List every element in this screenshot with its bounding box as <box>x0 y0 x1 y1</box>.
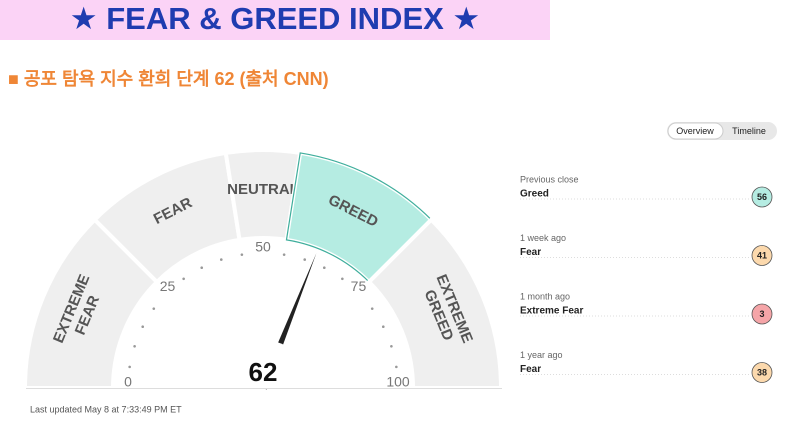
value-badge <box>751 245 773 266</box>
value: 56 <box>757 192 767 202</box>
tick-dot <box>182 277 185 281</box>
period: 1 week ago <box>520 233 566 243</box>
gauge: EXTREMEFEARFEARNEUTRALGREEDEXTREMEGREED0… <box>22 148 504 390</box>
tick-dot <box>395 365 398 369</box>
band-label: NEUTRAL <box>227 181 299 198</box>
value: 3 <box>759 309 764 319</box>
rating: Greed <box>520 189 549 200</box>
title: ★ FEAR & GREED INDEX ★ <box>70 1 480 36</box>
gauge-band <box>366 216 504 390</box>
gauge-value: 62 <box>249 357 278 387</box>
rating: Fear <box>520 364 541 375</box>
tick-label: 100 <box>386 374 410 390</box>
tick-label: 0 <box>124 374 132 390</box>
tick-label: 25 <box>160 278 176 294</box>
value: 41 <box>757 250 767 260</box>
tick-dot <box>240 253 244 256</box>
history: Previous close Greed 56 1 week ago Fear 41 1 m… <box>520 174 773 383</box>
value-badge <box>751 303 773 325</box>
tick-label: 50 <box>255 239 271 255</box>
tick-dot <box>341 277 344 281</box>
tab-active[interactable] <box>667 122 724 140</box>
tick-dot <box>219 258 223 261</box>
tick-dot <box>133 344 136 348</box>
tick-dot <box>128 365 131 369</box>
tick-dot <box>322 266 326 270</box>
tick-dot <box>282 253 286 256</box>
tick-dot <box>390 344 393 348</box>
subtitle: ■ 공포 탐욕 지수 환희 단계 62 (출처 CNN) <box>8 68 329 89</box>
center-disc <box>215 340 311 388</box>
value: 38 <box>757 367 767 377</box>
last-updated: Last updated May 8 at 7:33:49 PM ET <box>30 404 182 414</box>
rating: Fear <box>520 247 541 258</box>
tick-dot <box>152 307 156 310</box>
tick-dot <box>200 266 204 270</box>
period: Previous close <box>520 174 579 184</box>
tick-label: 75 <box>351 278 367 294</box>
tick-dot <box>381 325 385 329</box>
tab[interactable]: Overview <box>676 126 714 136</box>
tick-dot <box>303 258 307 261</box>
tick-dot <box>370 307 374 310</box>
value-badge <box>751 186 773 208</box>
period: 1 year ago <box>520 350 563 360</box>
value-badge <box>751 362 773 383</box>
tab[interactable]: Timeline <box>732 126 766 136</box>
rating: Extreme Fear <box>520 306 583 317</box>
gauge-base <box>26 388 502 389</box>
title-banner <box>0 0 550 40</box>
tick-dot <box>141 325 145 329</box>
period: 1 month ago <box>520 291 570 301</box>
